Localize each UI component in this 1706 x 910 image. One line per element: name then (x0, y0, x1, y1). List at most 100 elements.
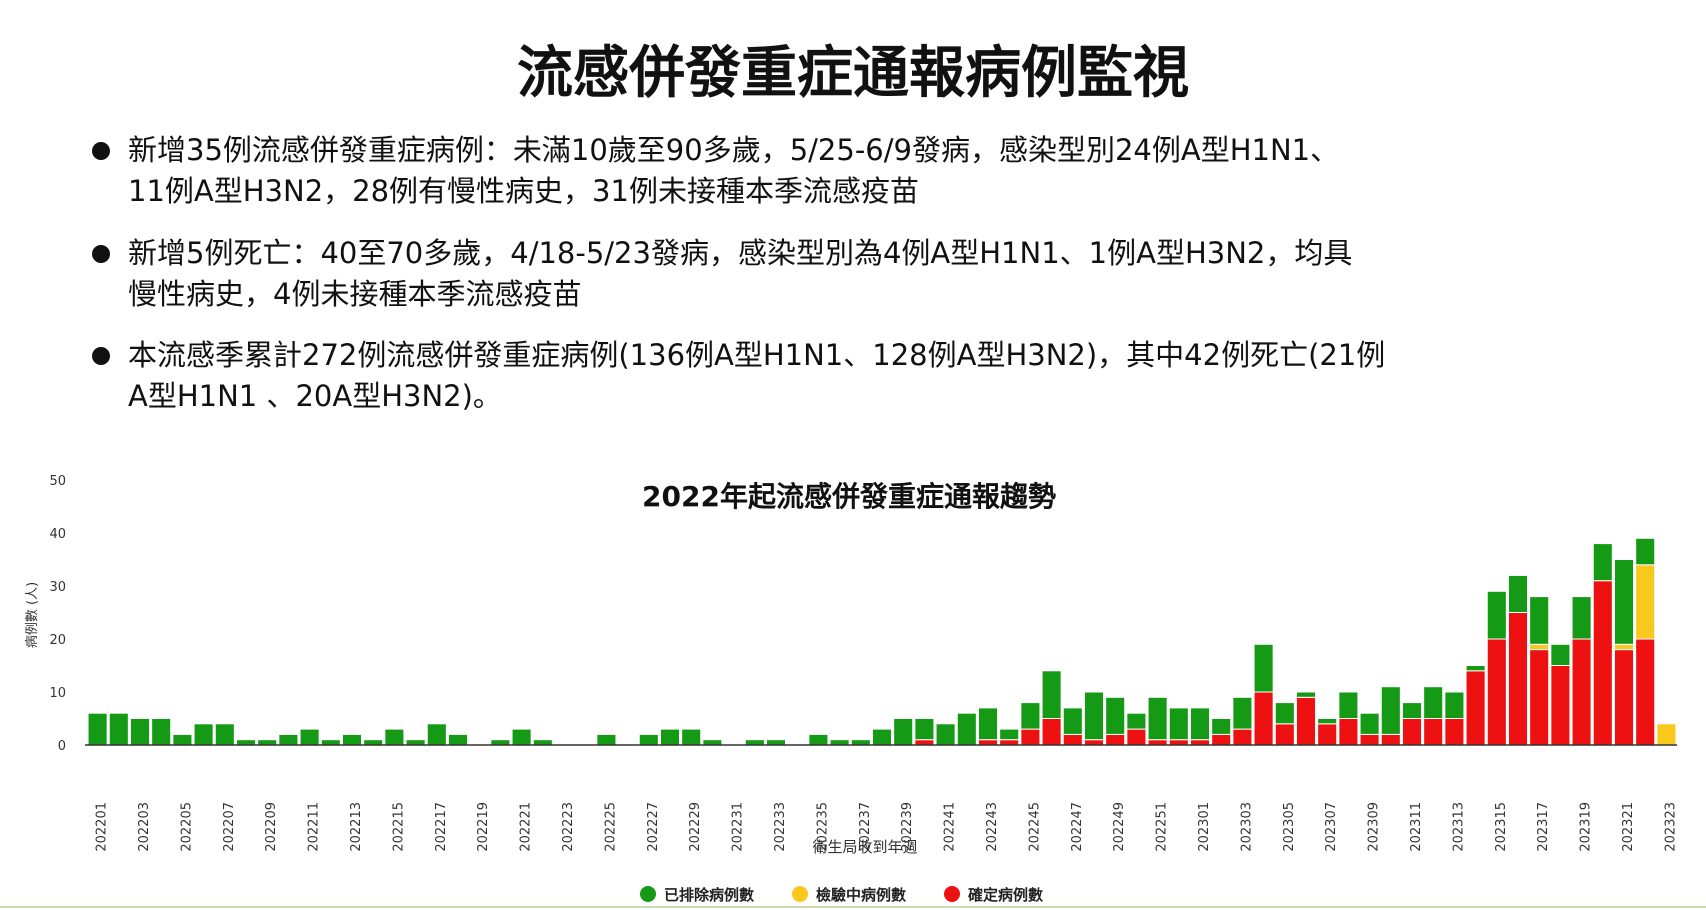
x-tick-label: 202205 (179, 802, 194, 852)
x-tick-label: 202311 (1409, 802, 1424, 852)
bar-segment (1189, 739, 1211, 746)
x-tick-label: 202211 (307, 802, 322, 852)
bar-segment (1062, 707, 1083, 735)
x-tick-label: 202249 (1112, 802, 1127, 852)
bullet-dot (92, 347, 110, 365)
bar-segment (1613, 643, 1635, 651)
bar-segment (1232, 728, 1253, 746)
legend-swatch (792, 886, 808, 902)
bar-segment (384, 728, 405, 746)
bullet-line: 新增5例死亡：40至70多歲，4/18-5/23發病，感染型別為4例A型H1N1… (128, 236, 1353, 270)
bar-segment (108, 712, 129, 746)
x-tick-label: 202309 (1367, 802, 1382, 852)
x-tick-label: 202241 (943, 802, 958, 852)
bar-segment (893, 718, 914, 746)
bar-segment (363, 739, 384, 746)
bar-segment (257, 739, 278, 746)
bar-segment (405, 739, 426, 746)
bar-segment (1105, 733, 1126, 746)
y-tick-label: 20 (49, 633, 66, 648)
bar-segment (808, 733, 829, 746)
bar-segment (914, 739, 935, 746)
bar-segment (1274, 702, 1295, 725)
bullet: 本流感季累計272例流感併發重症病例(136例A型H1N1、128例A型H3N2… (92, 335, 1385, 417)
bar-segment (1041, 718, 1062, 746)
bullet: 新增5例死亡：40至70多歲，4/18-5/23發病，感染型別為4例A型H1N1… (92, 233, 1352, 315)
x-tick-label: 202239 (900, 802, 915, 852)
bar-segment (977, 739, 999, 746)
x-tick-label: 202231 (731, 802, 746, 852)
bullet: 新增35例流感併發重症病例：未滿10歲至90多歲，5/25-6/9發病，感染型別… (92, 130, 1339, 212)
bar-segment (681, 728, 702, 746)
bar-segment (426, 723, 447, 746)
bar-segment (659, 728, 681, 746)
bar-segment (299, 728, 320, 746)
x-tick-label: 202219 (476, 802, 491, 852)
bar-segment (1635, 564, 1656, 640)
bar-segment (151, 718, 172, 746)
bar-segment (1529, 649, 1550, 746)
x-tick-label: 202213 (349, 802, 364, 852)
bar-segment (1571, 596, 1592, 640)
bar-segment (1126, 712, 1147, 730)
bar-segment (1317, 718, 1338, 725)
bar-segment (1507, 574, 1529, 614)
x-tick-label: 202247 (1070, 802, 1085, 852)
y-tick-label: 40 (49, 527, 66, 542)
chart-title: 2022年起流感併發重症通報趨勢 (642, 480, 1056, 513)
x-tick-label: 202225 (603, 802, 618, 852)
bar-segment (532, 739, 553, 746)
bar-segment (1401, 718, 1423, 746)
bar-segment (1380, 733, 1401, 746)
page-title: 流感併發重症通報病例監視 (517, 41, 1189, 106)
bar-segment (1317, 723, 1338, 746)
bar-segment (1211, 733, 1232, 746)
x-tick-label: 202313 (1451, 802, 1466, 852)
x-tick-label: 202217 (434, 802, 449, 852)
y-axis-title: 病例數 (人) (25, 582, 40, 648)
y-tick-label: 30 (49, 580, 66, 595)
x-tick-label: 202227 (646, 802, 661, 852)
x-tick-label: 202251 (1155, 802, 1170, 852)
bar-segment (1401, 702, 1423, 719)
bar-segment (1147, 739, 1168, 746)
bar-segment (1232, 696, 1253, 730)
x-tick-label: 202215 (391, 802, 406, 852)
bar-segment (1571, 638, 1592, 746)
bar-segment (1465, 670, 1486, 746)
bar-segment (935, 723, 956, 746)
bar-segment (999, 739, 1020, 746)
legend-label: 已排除病例數 (664, 886, 754, 904)
x-tick-label: 202245 (1027, 802, 1042, 852)
bar-segment (596, 733, 617, 746)
bar-segment (1338, 691, 1359, 719)
legend-swatch (944, 886, 960, 902)
x-tick-label: 202319 (1579, 802, 1594, 852)
bar-segment (871, 728, 893, 746)
legend-label: 確定病例數 (967, 886, 1043, 904)
x-tick-label: 202233 (773, 802, 788, 852)
bullet-line: 慢性病史，4例未接種本季流感疫苗 (128, 277, 582, 311)
bar-segment (1020, 702, 1041, 730)
bar-segment (1083, 691, 1105, 741)
bar-segment (829, 739, 850, 746)
bar-segment (1592, 580, 1613, 746)
y-tick-label: 0 (58, 739, 66, 754)
bar-segment (1253, 691, 1274, 746)
bar-segment (1147, 696, 1168, 741)
bar-segment (1083, 739, 1105, 746)
bar-segment (1338, 718, 1359, 746)
bar-segment (744, 739, 765, 746)
x-tick-label: 202209 (264, 802, 279, 852)
bar-segment (129, 718, 151, 746)
x-tick-label: 202321 (1621, 802, 1636, 852)
legend-swatch (640, 886, 656, 902)
bar-segment (1168, 707, 1189, 741)
x-tick-label: 202207 (222, 802, 237, 852)
bar-segment (1635, 638, 1656, 746)
bar-segment (214, 723, 235, 746)
bar-segment (447, 733, 469, 746)
bar-segment (1380, 686, 1401, 735)
bar-segment (914, 718, 935, 741)
